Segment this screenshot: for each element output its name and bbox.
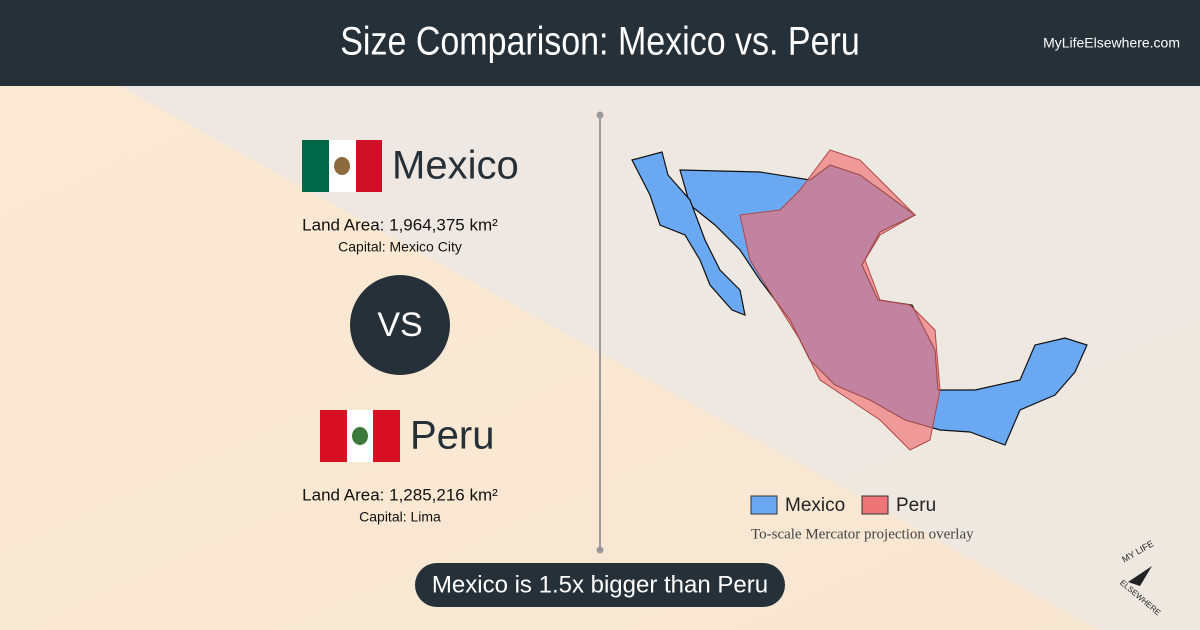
- map-overlay: [631, 149, 1088, 451]
- country-name: Mexico: [392, 144, 519, 188]
- legend-label: Peru: [896, 495, 936, 516]
- land-area: Land Area: 1,285,216 km²: [302, 485, 498, 504]
- capital: Capital: Mexico City: [338, 239, 462, 255]
- country-name: Peru: [410, 414, 495, 458]
- title: Size Comparison: Mexico vs. Peru: [340, 18, 859, 63]
- legend-swatch: [750, 495, 778, 515]
- site-name: MyLifeElsewhere.com: [1043, 35, 1180, 51]
- peru-flag: [320, 410, 400, 462]
- summary-pill: [415, 563, 785, 607]
- map-note: To-scale Mercator projection overlay: [751, 526, 974, 542]
- peru-shape: [739, 149, 941, 451]
- land-area: Land Area: 1,964,375 km²: [302, 215, 498, 234]
- logo-plane: [1128, 566, 1152, 586]
- header-bar: [0, 0, 1200, 86]
- legend-swatch: [861, 495, 889, 515]
- mexico-shape: [631, 151, 746, 316]
- capital: Capital: Lima: [359, 509, 441, 525]
- divider-dot: [596, 546, 604, 554]
- legend-label: Mexico: [785, 495, 845, 516]
- vs-badge: [350, 275, 450, 375]
- mexico-flag: [302, 140, 382, 192]
- vs-text: VS: [377, 306, 422, 344]
- summary: Mexico is 1.5x bigger than Peru: [432, 571, 768, 598]
- divider-dot: [596, 111, 604, 119]
- background-band: [120, 86, 1200, 630]
